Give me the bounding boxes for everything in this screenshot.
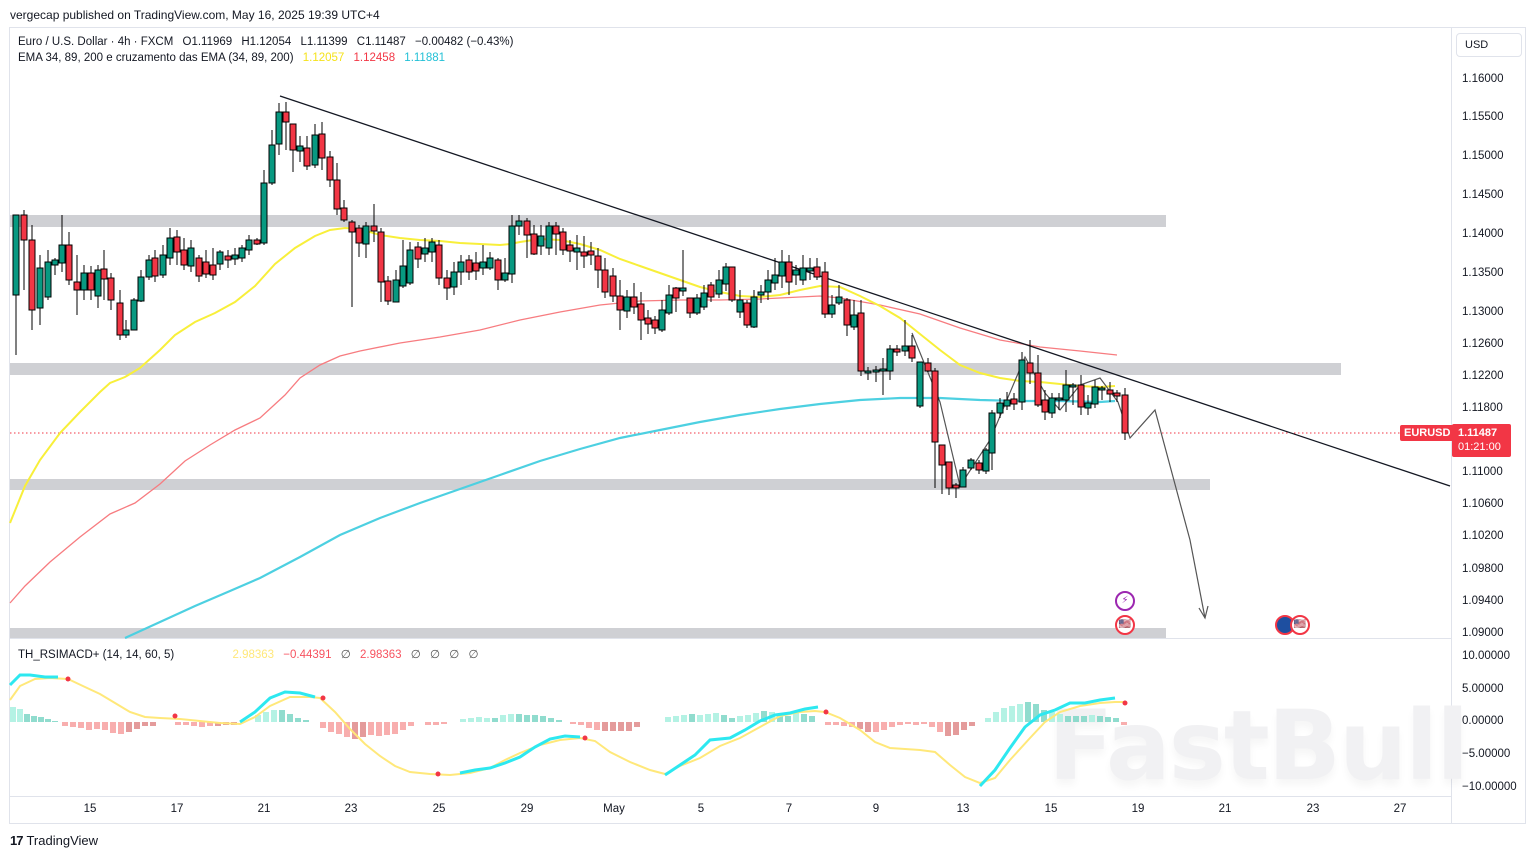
- ohlc-high: H1.12054: [241, 36, 292, 48]
- indicator-value-2: −0.44391: [283, 649, 332, 661]
- price-tick-label: 1.09000: [1462, 627, 1504, 639]
- support-resistance-zones: [10, 215, 1341, 638]
- last-price-value: 1.11487: [1458, 427, 1498, 439]
- indicator-tick-label: −5.00000: [1462, 748, 1511, 760]
- ema89-line: [9, 295, 1118, 604]
- time-tick-label: 9: [872, 803, 880, 815]
- symbol-title: Euro / U.S. Dollar · 4h · FXCM: [18, 36, 174, 48]
- chart-frame: [9, 27, 1526, 824]
- price-tick-label: 1.11000: [1462, 466, 1503, 478]
- indicator-value-1: 2.98363: [232, 649, 275, 661]
- time-tick-label: 15: [83, 803, 97, 815]
- us-flag-event-icon-2[interactable]: 🇺🇸: [1290, 615, 1310, 635]
- ema200-line: [124, 396, 1116, 640]
- price-tick-label: 1.12200: [1462, 370, 1504, 382]
- indicator-tick-label: 0.00000: [1462, 715, 1504, 727]
- indicator-tick-label: 5.00000: [1462, 683, 1504, 695]
- indicator-value-7: ∅: [449, 649, 460, 661]
- indicator-value-5: ∅: [410, 649, 421, 661]
- time-tick-label: 21: [1218, 803, 1232, 815]
- time-tick-label: 13: [956, 803, 970, 815]
- ema34-value: 1.12057: [302, 52, 345, 64]
- ohlc-close: C1.11487: [356, 36, 406, 48]
- time-tick-label: 25: [432, 803, 446, 815]
- price-tick-label: 1.13000: [1462, 306, 1504, 318]
- indicator-signal-line: [9, 676, 1125, 785]
- indicator-value-8: ∅: [468, 649, 479, 661]
- indicator-histogram: [10, 702, 1127, 739]
- indicator-signal-dots: [65, 676, 1128, 777]
- price-tick-label: 1.14000: [1462, 228, 1504, 240]
- ema200-value: 1.11881: [404, 52, 446, 64]
- tradingview-logo[interactable]: 17 TradingView: [10, 833, 98, 848]
- time-tick-label: 23: [344, 803, 358, 815]
- ema89-value: 1.12458: [353, 52, 396, 64]
- price-tick-label: 1.10200: [1462, 530, 1504, 542]
- bar-countdown: 01:21:00: [1458, 441, 1501, 453]
- pane-divider[interactable]: [9, 638, 1451, 639]
- indicator-legend[interactable]: TH_RSIMACD+ (14, 14, 60, 5) 2.98363 −0.4…: [18, 647, 485, 661]
- price-tick-label: 1.10600: [1462, 498, 1504, 510]
- symbol-price-tag: EURUSD: [1400, 425, 1455, 441]
- indicator-value-6: ∅: [430, 649, 441, 661]
- indicator-macd-line: [8, 673, 58, 687]
- price-tick-label: 1.13500: [1462, 267, 1504, 279]
- us-flag-event-icon[interactable]: 🇺🇸: [1115, 615, 1135, 635]
- ema-title: EMA 34, 89, 200 e cruzamento das EMA (34…: [18, 52, 294, 64]
- indicator-tick-label: 10.00000: [1462, 650, 1510, 662]
- price-tick-label: 1.15000: [1462, 150, 1504, 162]
- time-tick-label: 5: [697, 803, 705, 815]
- price-tick-label: 1.14500: [1462, 189, 1504, 201]
- price-tick-label: 1.12600: [1462, 338, 1504, 350]
- price-tick-label: 1.16000: [1462, 73, 1504, 85]
- last-price-badge: 1.11487 01:21:00: [1452, 424, 1511, 457]
- currency-button[interactable]: USD: [1456, 33, 1522, 57]
- symbol-legend[interactable]: Euro / U.S. Dollar · 4h · FXCM O1.11969 …: [18, 36, 519, 48]
- time-tick-label: 23: [1306, 803, 1320, 815]
- ohlc-low: L1.11399: [300, 36, 348, 48]
- descending-trendline: [279, 95, 1451, 487]
- candles: [12, 102, 1129, 498]
- indicator-title: TH_RSIMACD+ (14, 14, 60, 5): [18, 649, 175, 661]
- time-tick-label: 15: [1044, 803, 1058, 815]
- time-tick-label: 7: [785, 803, 793, 815]
- price-tick-label: 1.09400: [1462, 595, 1504, 607]
- lightning-event-icon[interactable]: ⚡: [1115, 591, 1135, 611]
- projection-arrowhead: [1198, 605, 1209, 620]
- ohlc-change: −0.00482 (−0.43%): [415, 36, 514, 48]
- projection-path: [911, 332, 1206, 619]
- watermark: FastBull: [1048, 690, 1469, 802]
- tradingview-logo-text: TradingView: [26, 833, 99, 848]
- indicator-value-3: ∅: [340, 649, 351, 661]
- price-tick-label: 1.09800: [1462, 563, 1504, 575]
- indicator-value-4: 2.98363: [360, 649, 402, 661]
- price-tick-label: 1.11800: [1462, 402, 1503, 414]
- time-tick-label: 21: [257, 803, 271, 815]
- publish-info: vergecap published on TradingView.com, M…: [10, 8, 380, 22]
- time-tick-label: May: [603, 803, 625, 815]
- time-tick-label: 19: [1131, 803, 1145, 815]
- price-tick-label: 1.15500: [1462, 111, 1504, 123]
- ema34-line: [9, 226, 1116, 524]
- time-tick-label: 29: [520, 803, 534, 815]
- ohlc-open: O1.11969: [182, 36, 233, 48]
- time-tick-label: 17: [170, 803, 184, 815]
- indicator-tick-label: −10.00000: [1462, 781, 1517, 793]
- ema-legend[interactable]: EMA 34, 89, 200 e cruzamento das EMA (34…: [18, 52, 451, 64]
- time-axis-divider: [9, 796, 1451, 797]
- time-tick-label: 27: [1393, 803, 1407, 815]
- tradingview-logo-icon: 17: [10, 833, 24, 848]
